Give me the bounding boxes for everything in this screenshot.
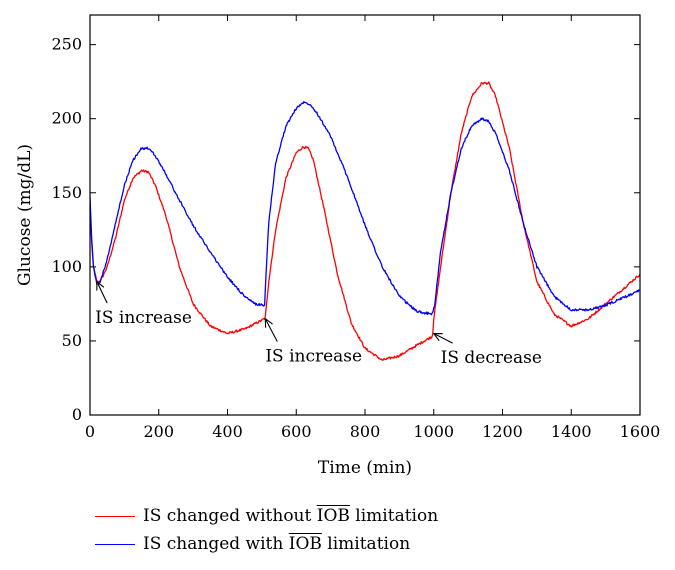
x-tick-label-7: 1400 — [551, 422, 592, 441]
x-tick-label-3: 600 — [281, 422, 312, 441]
plot-frame — [89, 14, 641, 416]
x-tick-label-0: 0 — [85, 422, 95, 441]
y-tick-label-3: 150 — [51, 183, 82, 202]
tick-layer: 0 200 400 600 800 1000 1200 1400 1600 0 50 100 150 20… — [51, 15, 660, 441]
series-line-blue — [90, 100, 640, 316]
annotation-arrow-head-1 — [264, 317, 273, 328]
y-tick-label-1: 50 — [62, 331, 82, 350]
annotation-arrow-line-0 — [96, 281, 108, 304]
annotation-arrow-head-0 — [96, 280, 105, 291]
annotation-label-1: IS increase — [265, 347, 362, 367]
annotation-label-0: IS increase — [95, 308, 192, 328]
y-axis-title: Glucose (mg/dL) — [15, 144, 35, 286]
series-line-red — [90, 81, 640, 361]
y-tick-label-5: 250 — [51, 35, 82, 54]
series-layer — [90, 81, 640, 361]
y-tick-label-2: 100 — [51, 257, 82, 276]
annotation-arrow-head-2 — [432, 332, 443, 342]
x-tick-label-6: 1200 — [482, 422, 523, 441]
annotation-label-2: IS decrease — [441, 348, 542, 368]
y-tick-label-4: 200 — [51, 109, 82, 128]
annotation-layer: IS increase IS increase IS decrease — [95, 280, 542, 368]
x-tick-label-2: 400 — [212, 422, 243, 441]
annotation-arrow-line-1 — [264, 318, 278, 342]
annotation-arrow-line-2 — [433, 333, 453, 344]
x-tick-label-1: 200 — [143, 422, 174, 441]
x-tick-label-5: 1000 — [413, 422, 454, 441]
x-tick-label-4: 800 — [350, 422, 381, 441]
y-tick-label-0: 0 — [72, 405, 82, 424]
x-axis-title: Time (min) — [318, 458, 412, 478]
x-tick-label-8: 1600 — [620, 422, 661, 441]
